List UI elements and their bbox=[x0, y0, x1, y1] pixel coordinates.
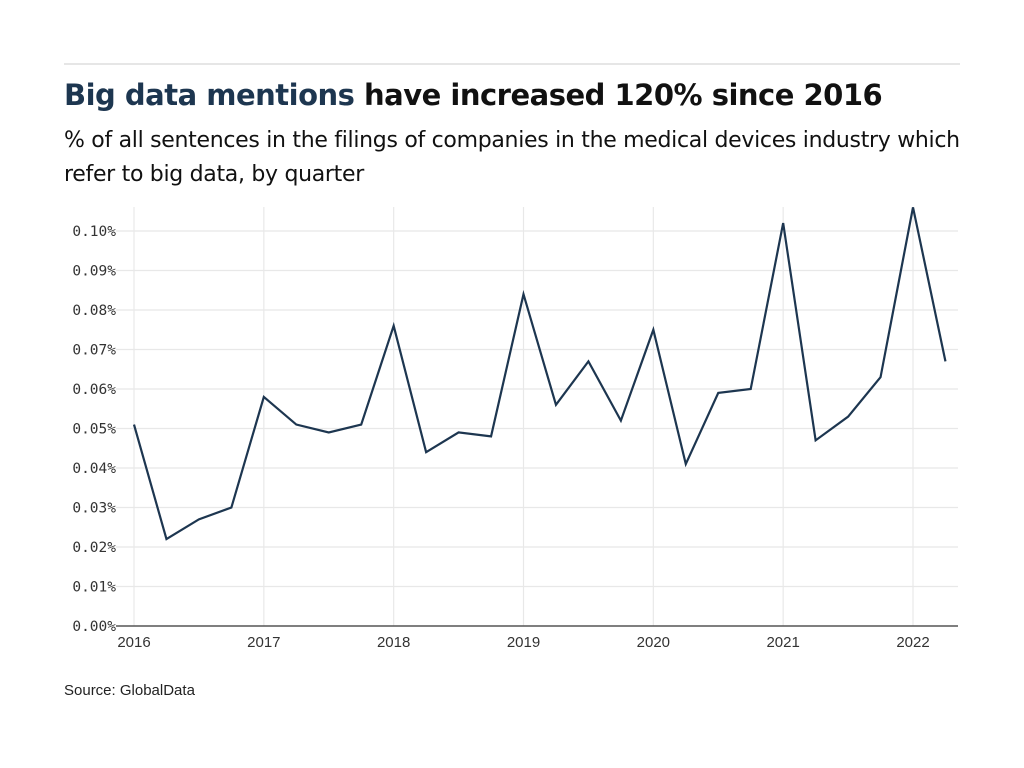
x-tick-label: 2020 bbox=[637, 634, 670, 651]
series-group bbox=[132, 207, 947, 541]
y-tick-label: 0.04% bbox=[72, 461, 116, 477]
y-tick-label: 0.05% bbox=[72, 422, 116, 438]
y-tick-label: 0.03% bbox=[72, 501, 116, 517]
chart-subtitle: % of all sentences in the filings of com… bbox=[64, 128, 960, 187]
x-axis: 2016 2017 2018 2019 2020 2021 2022 bbox=[116, 625, 958, 651]
title-highlight: Big data mentions bbox=[64, 78, 355, 112]
x-tick-label: 2019 bbox=[507, 634, 540, 651]
x-tick-label: 2017 bbox=[247, 634, 280, 651]
x-tick-label: 2022 bbox=[896, 634, 929, 651]
y-tick-label: 0.08% bbox=[72, 303, 116, 319]
grid bbox=[116, 207, 958, 626]
x-tick-label: 2021 bbox=[766, 634, 799, 651]
header-divider bbox=[64, 63, 960, 65]
y-tick-label: 0.09% bbox=[72, 264, 116, 280]
y-tick-label: 0.10% bbox=[72, 224, 116, 240]
y-tick-label: 0.06% bbox=[72, 382, 116, 398]
title-rest: have increased 120% since 2016 bbox=[354, 78, 883, 112]
series-line bbox=[132, 207, 947, 541]
y-tick-label: 0.02% bbox=[72, 540, 116, 556]
y-tick-label: 0.01% bbox=[72, 580, 116, 596]
y-tick-label: 0.07% bbox=[72, 343, 116, 359]
chart-title: Big data mentions have increased 120% si… bbox=[64, 78, 883, 112]
x-tick-label: 2018 bbox=[377, 634, 410, 651]
y-tick-label: 0.00% bbox=[72, 619, 116, 635]
y-axis: 0.00% 0.01% 0.02% 0.03% 0.04% 0.05% 0.06% 0.07%… bbox=[72, 224, 116, 635]
source-note: Source: GlobalData bbox=[64, 682, 195, 699]
x-tick-label: 2016 bbox=[117, 634, 150, 651]
